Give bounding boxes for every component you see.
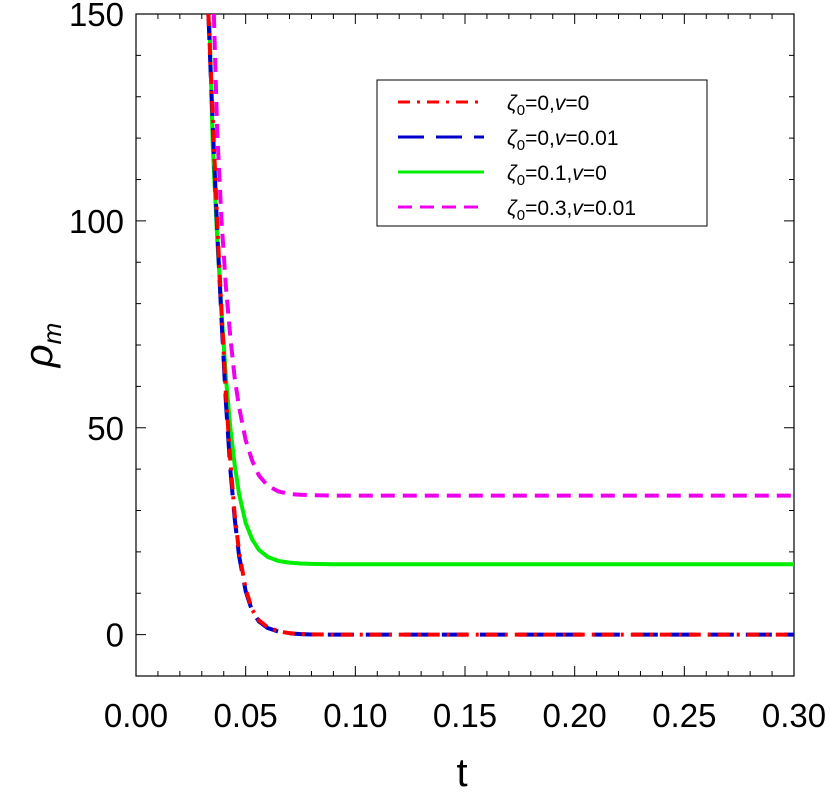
x-tick-label: 0.20 xyxy=(543,697,607,734)
y-axis-title-subscript: m xyxy=(37,323,67,345)
y-axis-title: ρm xyxy=(17,323,67,369)
legend-box xyxy=(376,79,708,227)
x-tick-label: 0.10 xyxy=(323,697,387,734)
x-tick-label: 0.00 xyxy=(104,697,168,734)
x-tick-label: 0.15 xyxy=(433,697,497,734)
x-tick-label: 0.25 xyxy=(652,697,716,734)
series-lines xyxy=(206,14,794,637)
legend-label: ζ0=0.1,v=0 xyxy=(507,162,607,189)
legend-label: ζ0=0,v=0.01 xyxy=(507,127,619,154)
y-axis-title-symbol: ρ xyxy=(17,344,61,368)
series-line-0-0-1-v-0 xyxy=(207,22,794,567)
series-line-0-0-v-0 xyxy=(206,14,794,637)
y-tick-label: 0 xyxy=(106,617,124,654)
x-axis-title: t xyxy=(456,751,467,795)
axis-ticks xyxy=(135,13,795,677)
x-tick-label: 0.05 xyxy=(214,697,278,734)
y-tick-label: 100 xyxy=(69,203,124,240)
y-tick-label: 150 xyxy=(69,0,124,33)
axis-tick-labels: 0.00 0.05 0.10 0.15 0.20 0.25 0.30 0 50 100 150 xyxy=(69,0,826,734)
legend-label: ζ0=0.3,v=0.01 xyxy=(507,197,636,224)
y-tick-label: 50 xyxy=(87,410,124,447)
series-line-0-0-3-v-0-01 xyxy=(211,14,794,498)
legend-label: ζ0=0,v=0 xyxy=(507,92,589,119)
legend: ζ0=0,v=0 ζ0=0,v=0.01 ζ0=0.1,v=0 ζ0=0.3,v=0.… xyxy=(376,79,708,227)
x-tick-label: 0.30 xyxy=(762,697,826,734)
